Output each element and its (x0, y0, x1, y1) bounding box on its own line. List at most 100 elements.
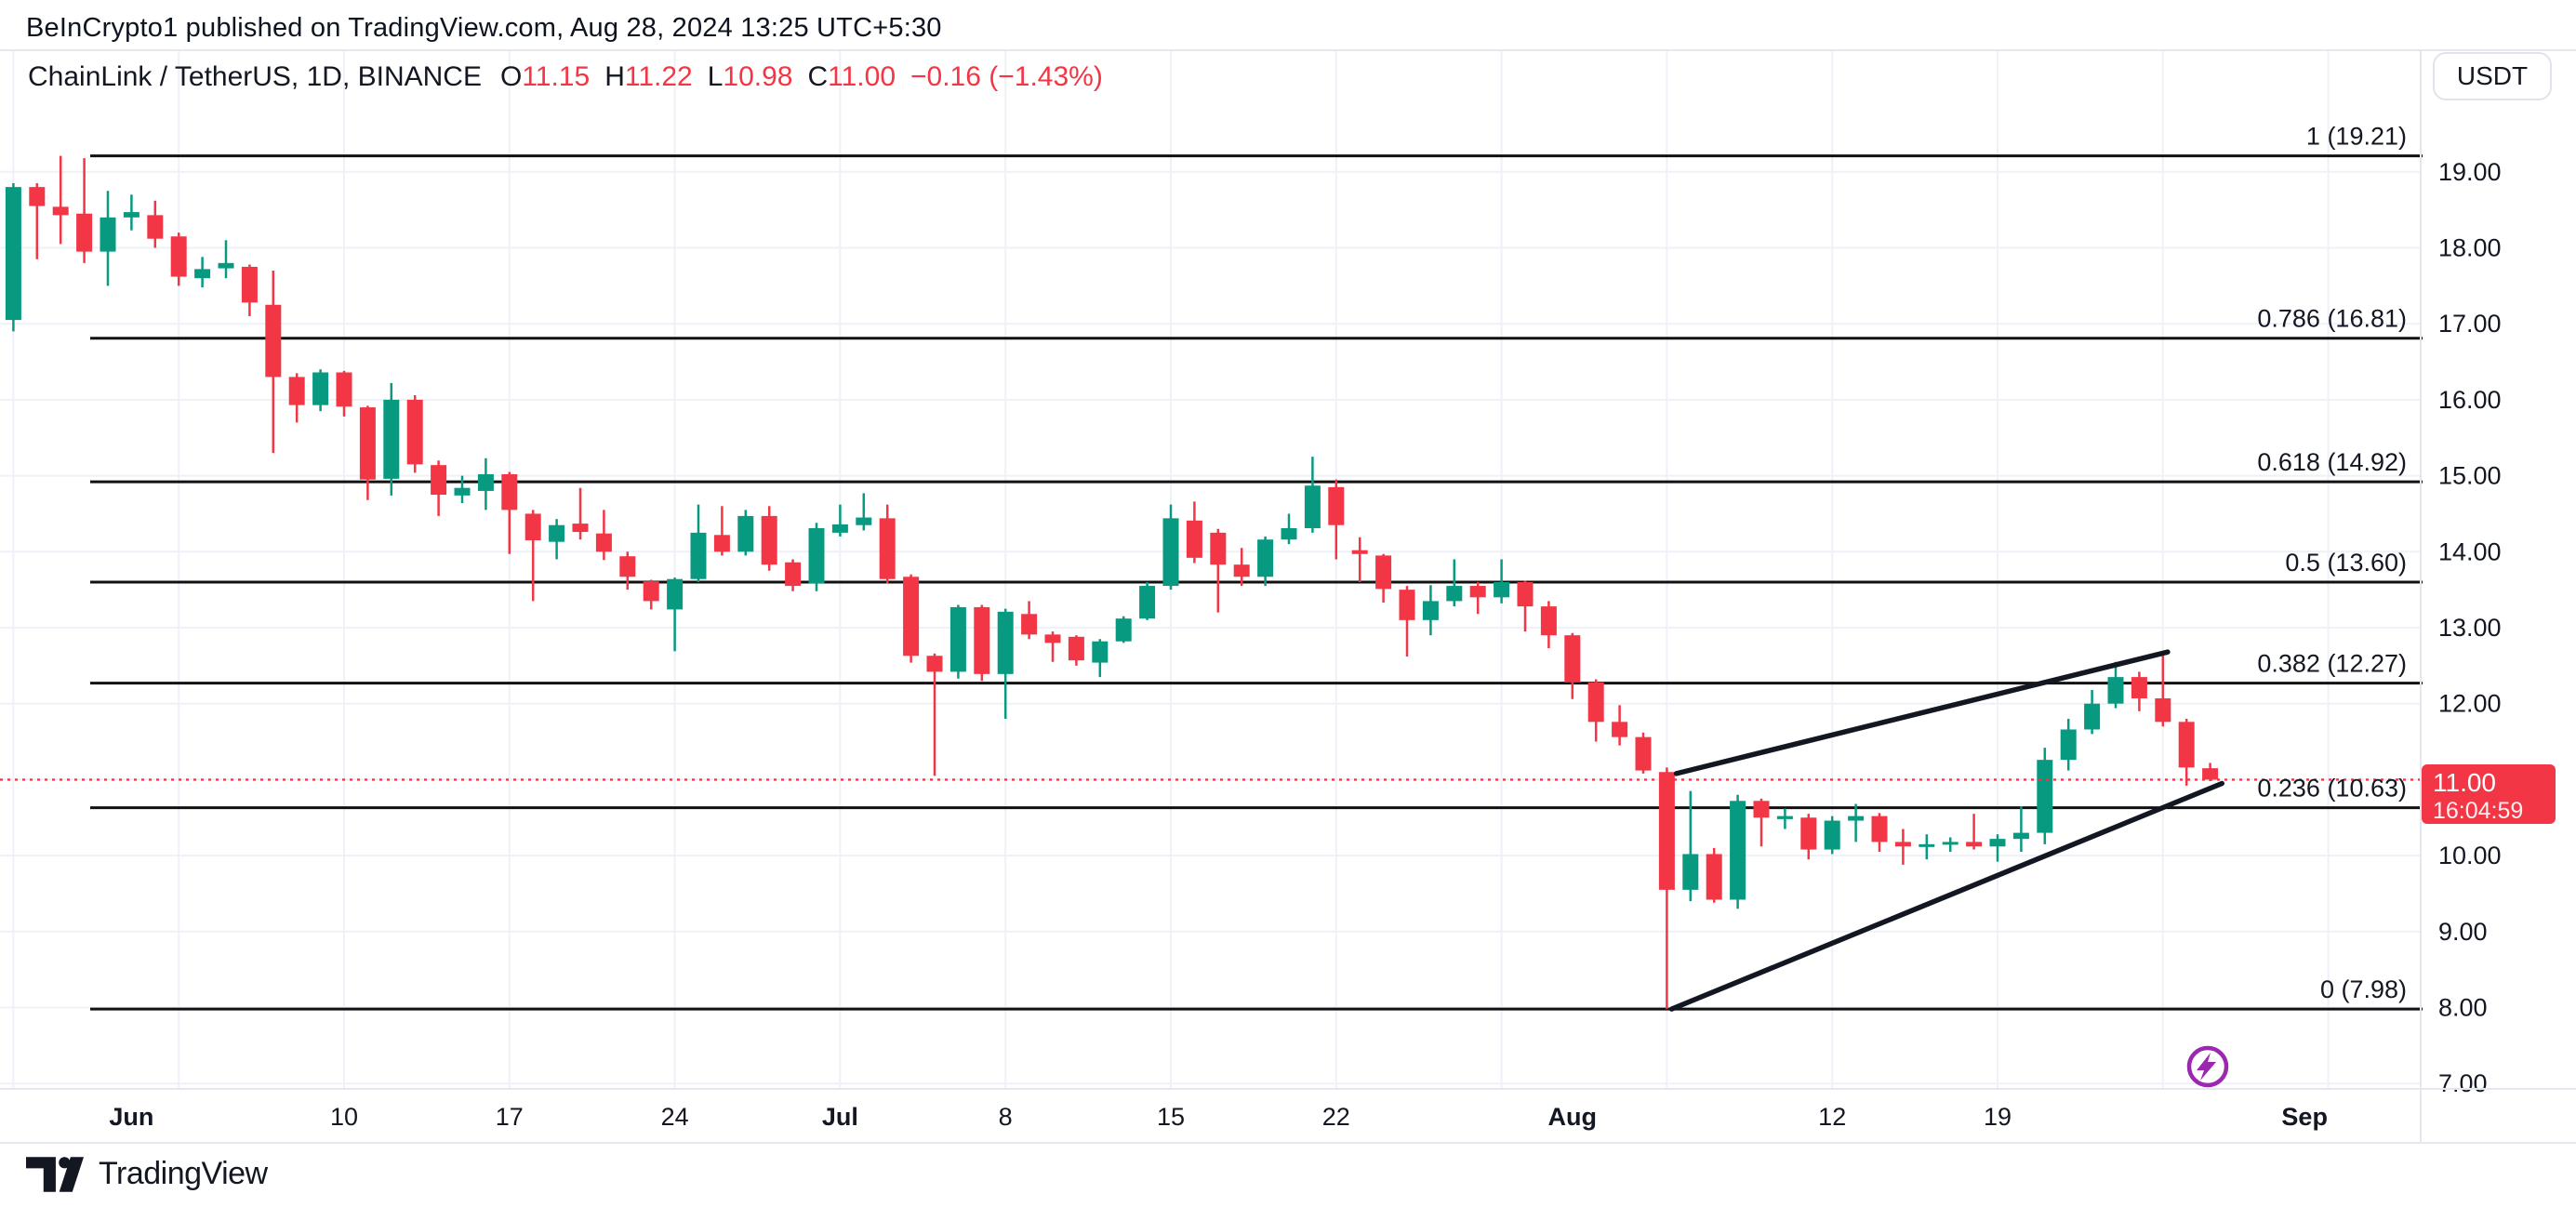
price-axis-label[interactable]: 7.00 (2438, 1069, 2488, 1097)
boost-lightning-icon[interactable] (2184, 1042, 2232, 1091)
candle (1517, 580, 1534, 632)
candle (1989, 834, 2006, 862)
current-price-badge[interactable]: 11.00 16:04:59 (2422, 764, 2556, 824)
candle (1824, 816, 1840, 855)
tradingview-logo-mark (26, 1156, 84, 1192)
price-axis-label[interactable]: 10.00 (2438, 842, 2502, 869)
candle (1351, 537, 1368, 582)
time-axis-label[interactable]: 15 (1157, 1103, 1185, 1131)
candle (808, 523, 825, 591)
candle (1422, 585, 1439, 636)
candle (383, 382, 400, 496)
time-axis-label[interactable]: Sep (2281, 1103, 2328, 1131)
candle (1021, 601, 1038, 640)
candle-body (643, 581, 659, 602)
candle-body (2084, 703, 2101, 730)
time-axis-label[interactable]: Jul (822, 1103, 858, 1131)
price-axis-label[interactable]: 16.00 (2438, 386, 2502, 414)
candle-body (1871, 816, 1888, 842)
time-axis-label[interactable]: 10 (330, 1103, 358, 1131)
price-axis-label[interactable]: 18.00 (2438, 234, 2502, 262)
candle (737, 510, 754, 556)
fib-level-label: 0.5 (13.60) (2285, 549, 2407, 577)
time-axis-label[interactable]: 22 (1322, 1103, 1350, 1131)
candle (1281, 513, 1297, 545)
price-axis-label[interactable]: 14.00 (2438, 537, 2502, 565)
candle (926, 653, 943, 776)
symbol-legend[interactable]: ChainLink / TetherUS, 1D, BINANCE O11.15… (28, 61, 1103, 93)
wedge-lower-trend-line[interactable] (1668, 780, 2225, 1012)
time-axis-label[interactable]: 8 (999, 1103, 1013, 1131)
candle-body (2178, 722, 2195, 768)
price-axis-label[interactable]: 8.00 (2438, 994, 2488, 1022)
candle (1469, 581, 1486, 615)
candle-body (1564, 635, 1581, 683)
fib-level-label: 0.786 (16.81) (2257, 305, 2407, 333)
wedge-upper-trend-line[interactable] (1673, 649, 2171, 776)
candle-body (1162, 518, 1179, 587)
candle (1776, 808, 1793, 829)
candle-body (1139, 586, 1156, 619)
time-axis-label[interactable]: Aug (1548, 1103, 1597, 1131)
candle (76, 158, 93, 263)
fib-level-label: 0.618 (14.92) (2257, 448, 2407, 476)
price-axis-label[interactable]: 17.00 (2438, 310, 2502, 338)
time-axis-label[interactable]: 12 (1818, 1103, 1846, 1131)
candle (52, 155, 69, 245)
price-axis-border (2420, 49, 2422, 1142)
ohlc-close: C11.00 (807, 61, 896, 92)
candle-body (1919, 843, 1935, 847)
candle-body (1446, 586, 1463, 602)
fib-level-label: 0 (7.98) (2320, 975, 2407, 1003)
candle-body (147, 215, 164, 239)
time-axis-bottom-border (0, 1142, 2576, 1144)
candle (1848, 803, 1865, 842)
candle-body (1092, 641, 1109, 663)
candle (1068, 635, 1084, 666)
candle (241, 264, 258, 317)
candle (265, 271, 282, 454)
candle-body (1989, 839, 2006, 847)
candle-body (879, 518, 896, 579)
tradingview-logo[interactable]: TradingView (26, 1156, 268, 1192)
time-axis-label[interactable]: 17 (496, 1103, 524, 1131)
time-axis-label[interactable]: Jun (109, 1103, 153, 1131)
price-axis-label[interactable]: 9.00 (2438, 918, 2488, 946)
time-axis-label[interactable]: 24 (661, 1103, 689, 1131)
candle-body (477, 473, 494, 491)
price-axis-label[interactable]: 13.00 (2438, 614, 2502, 642)
candle (2037, 748, 2053, 844)
price-axis-label[interactable]: 15.00 (2438, 462, 2502, 490)
candle (454, 475, 471, 504)
candle-body (2107, 677, 2124, 704)
candle (5, 183, 21, 332)
candle-body (524, 513, 541, 541)
candle (2178, 719, 2195, 786)
candle-body (1776, 816, 1793, 819)
candle (147, 200, 164, 248)
candle-body (501, 473, 518, 511)
candle (524, 510, 541, 602)
candle (100, 191, 116, 286)
candle (194, 257, 211, 287)
currency-toggle-button[interactable]: USDT (2433, 52, 2552, 100)
price-axis-label[interactable]: 12.00 (2438, 690, 2502, 718)
candle (1162, 504, 1179, 590)
candle-body (2202, 768, 2219, 780)
candle-body (2037, 760, 2053, 833)
candle (1871, 813, 1888, 853)
candle (1446, 559, 1463, 607)
candle-body (1257, 539, 1274, 577)
candle-body (1469, 586, 1486, 598)
price-axis-label[interactable]: 19.00 (2438, 158, 2502, 186)
candle (431, 460, 447, 516)
time-axis-label[interactable]: 19 (1984, 1103, 2012, 1131)
candle-body (1824, 820, 1840, 850)
candle (1257, 536, 1274, 587)
candle-body (1612, 722, 1628, 737)
candle (1612, 705, 1628, 746)
candle-body (1848, 816, 1865, 821)
candle (974, 604, 990, 682)
candle-body (1210, 532, 1227, 565)
